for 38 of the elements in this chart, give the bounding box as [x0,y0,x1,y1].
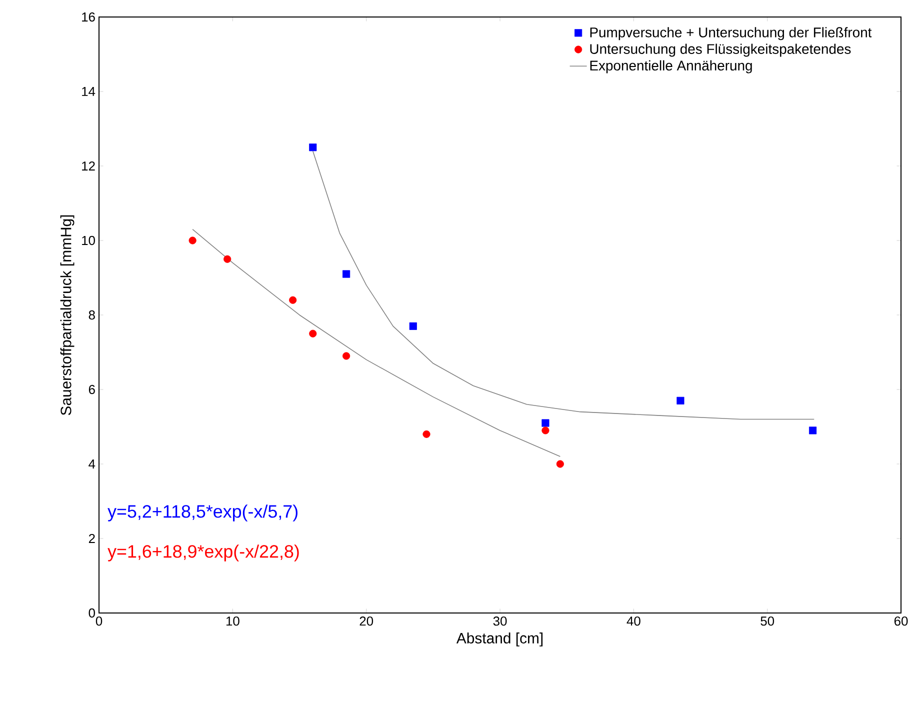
point [542,426,550,434]
point [309,330,317,338]
point [422,430,430,438]
y-tick-label: 14 [82,87,96,96]
point [342,270,350,278]
legend-label: Pumpversuche + Untersuchung der Fließfront [590,27,872,40]
x-axis-title: Abstand [cm] [456,632,543,646]
point [409,322,417,330]
point [188,236,196,244]
point [809,426,817,434]
point [676,396,684,404]
x-tick-label: 60 [894,616,908,626]
point [289,296,297,304]
y-tick-label: 8 [88,310,95,320]
y-tick-label: 12 [82,161,95,171]
point [224,255,232,263]
x-tick-label: 30 [493,616,507,626]
point [542,419,550,427]
x-tick-label: 10 [226,616,240,626]
y-tick-label: 0 [88,608,95,618]
x-tick-label: 40 [626,616,640,626]
y-tick-label: 4 [88,460,96,468]
x-tick-label: 50 [760,616,774,626]
y-tick-label: 6 [88,384,95,394]
x-tick-label: 0 [96,616,102,626]
point [556,460,564,468]
point [342,352,350,360]
line-series [192,228,561,457]
annotation: y=5,2+118,5*exp(-x/5,7) [108,504,298,522]
y-tick-label: 10 [82,236,95,246]
point [309,144,317,152]
x-tick-label: 20 [360,616,374,626]
legend-label: Exponentielle Annäherung [590,60,752,74]
y-axis-title: Sauerstoffpartialdruck [mmHg] [60,215,74,416]
legend-label: Untersuchung des Flüssigkeitspaketendes [590,44,851,57]
y-tick-label: 16 [82,12,95,22]
annotation: y=1,6+18,9*exp(-x/22,8) [108,544,299,562]
y-tick-label: 2 [88,534,95,544]
